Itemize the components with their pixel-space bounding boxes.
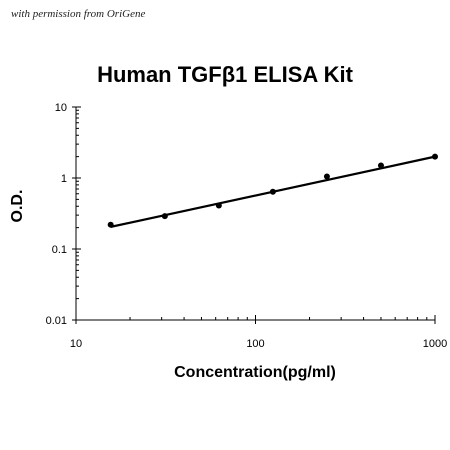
y-tick-label: 1: [61, 173, 67, 185]
data-point: [161, 213, 168, 220]
x-tick-label: 1000: [423, 338, 447, 350]
data-point: [323, 173, 330, 180]
data-point: [269, 188, 276, 195]
data-point: [107, 221, 114, 228]
x-tick-label: 10: [70, 338, 82, 350]
y-tick-label: 10: [55, 102, 67, 114]
y-tick-label: 0.01: [46, 315, 67, 327]
data-point: [377, 162, 384, 169]
y-tick-label: 0.1: [52, 244, 67, 256]
data-point: [432, 153, 438, 160]
chart-title: Human TGFβ1 ELISA Kit: [97, 62, 353, 87]
permission-watermark: with permission from OriGene: [11, 8, 146, 20]
data-point: [215, 202, 222, 209]
x-axis-label: Concentration(pg/ml): [174, 364, 336, 381]
x-tick-label: 100: [246, 338, 264, 350]
